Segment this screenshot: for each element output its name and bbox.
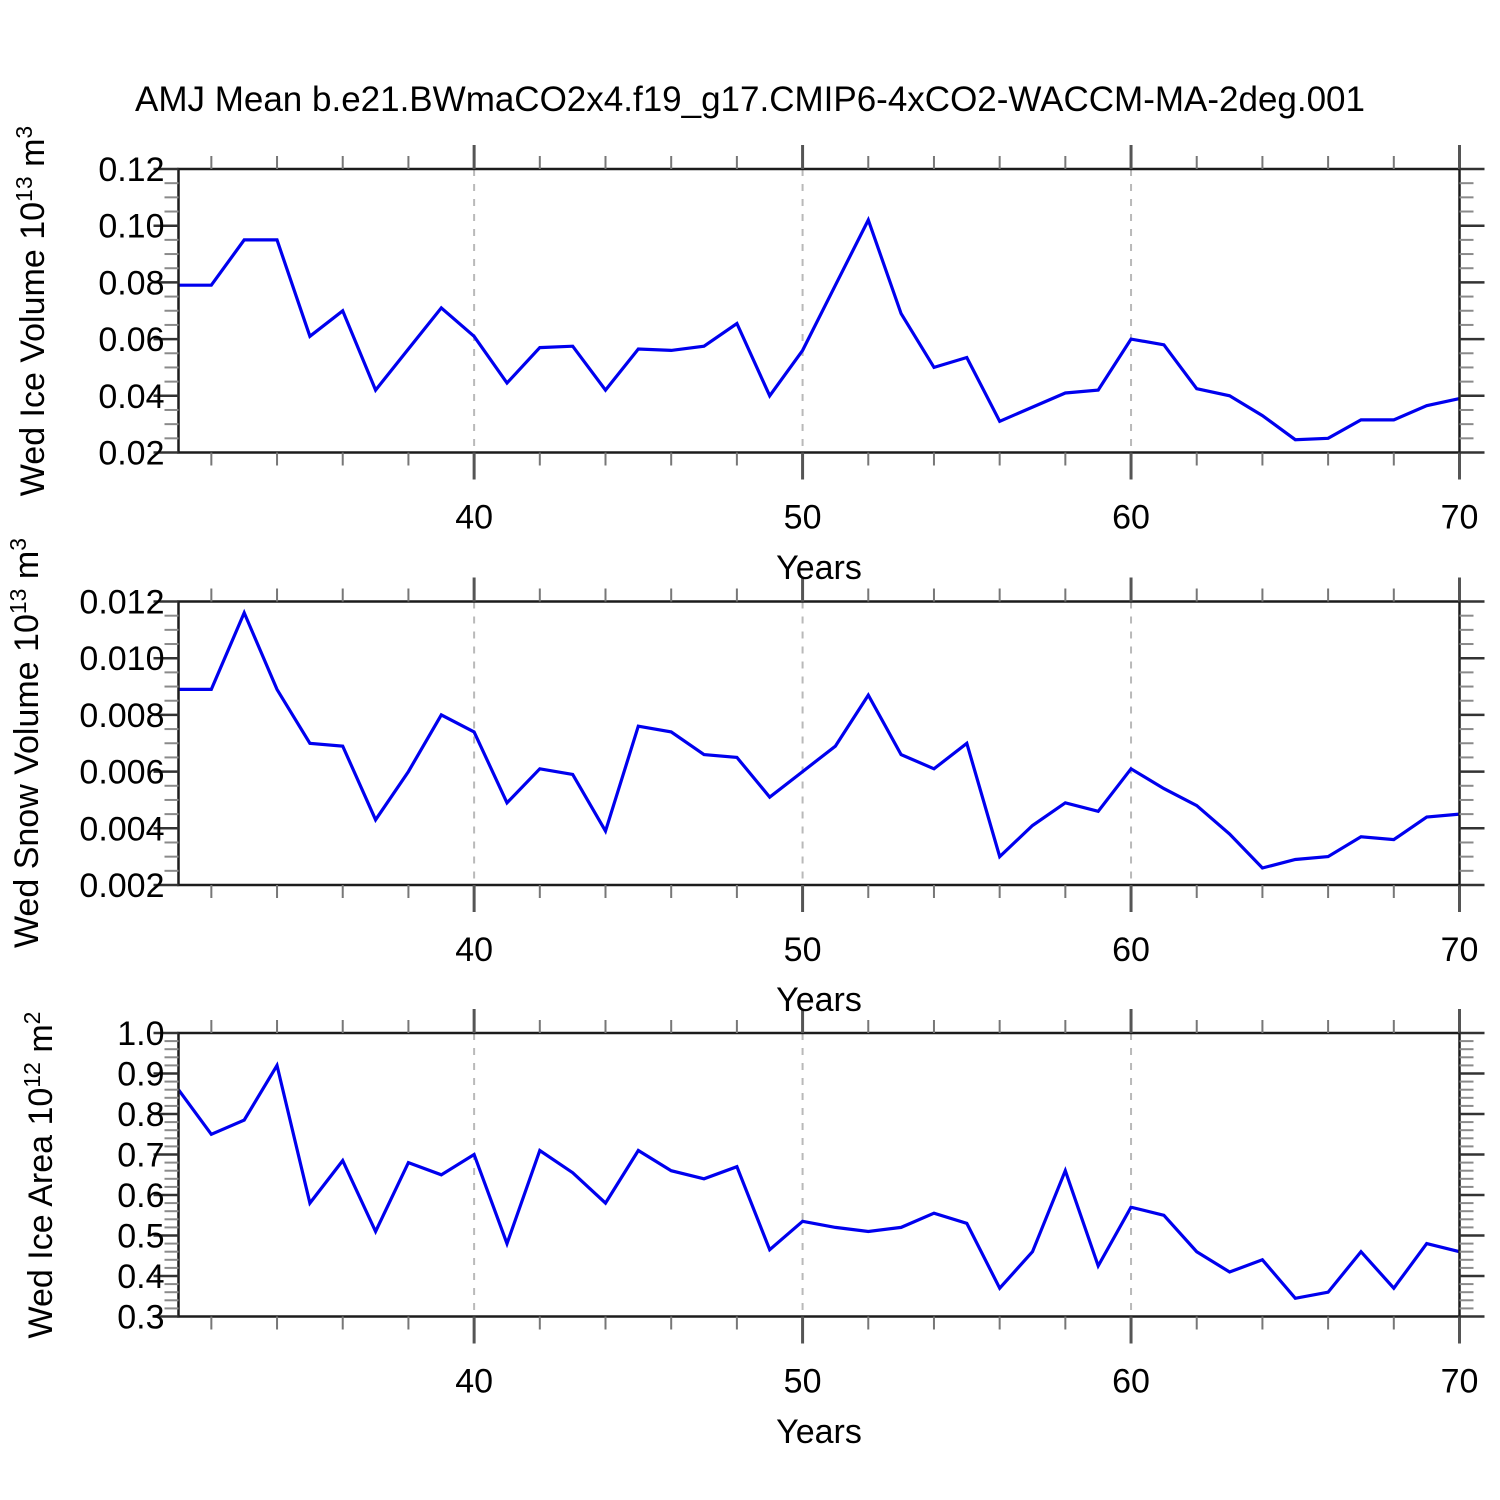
- x-tick-label: 50: [784, 499, 822, 537]
- y-tick-label: 0.04: [98, 378, 164, 416]
- x-axis-label: Years: [776, 1413, 862, 1451]
- y-axis-label-snow-volume: Wed Snow Volume 1013 m3: [5, 538, 47, 948]
- y-axis-label-text: Wed Ice Area 10: [22, 1087, 61, 1339]
- y-tick-label: 0.02: [98, 435, 164, 473]
- y-axis-label-exponent: 13: [10, 176, 37, 202]
- y-axis-label-unit-exponent: 3: [4, 537, 31, 551]
- x-tick-label: 40: [455, 1363, 493, 1401]
- y-axis-label-text: Wed Ice Volume 10: [14, 201, 53, 497]
- y-tick-label: 0.006: [79, 754, 164, 792]
- y-tick-label: 0.010: [79, 640, 164, 678]
- y-tick-label: 0.008: [79, 697, 164, 735]
- y-axis-label-unit-exponent: 3: [10, 125, 37, 139]
- y-tick-label: 0.10: [98, 208, 164, 246]
- y-axis-label-ice-area: Wed Ice Area 1012 m2: [19, 1012, 61, 1339]
- x-tick-label: 50: [784, 931, 822, 969]
- plot-frame-wed-ice-volume: [177, 167, 1461, 454]
- y-tick-label: 0.8: [117, 1096, 164, 1134]
- plot-frame-wed-snow-volume: [177, 600, 1461, 887]
- x-axis-label: Years: [776, 981, 862, 1019]
- y-tick-label: 0.5: [117, 1218, 164, 1256]
- y-tick-label: 0.002: [79, 867, 164, 905]
- x-tick-label: 60: [1112, 1363, 1150, 1401]
- y-tick-label: 0.004: [79, 810, 164, 848]
- y-axis-label-ice-volume: Wed Ice Volume 1013 m3: [11, 126, 53, 496]
- x-tick-label: 70: [1441, 931, 1479, 969]
- series-line-wed-ice-area: [177, 1061, 1460, 1301]
- y-tick-label: 0.06: [98, 321, 164, 359]
- x-tick-label: 60: [1112, 499, 1150, 537]
- y-axis-label-unit-exponent: 2: [18, 1011, 45, 1025]
- y-tick-label: 0.4: [117, 1258, 164, 1296]
- x-tick-label: 60: [1112, 931, 1150, 969]
- series-line-wed-snow-volume: [178, 608, 1460, 870]
- y-tick-label: 0.012: [79, 584, 164, 622]
- y-axis-label-unit: m: [14, 138, 53, 177]
- x-axis-label: Years: [776, 549, 862, 587]
- y-tick-label: 0.12: [98, 151, 164, 189]
- plot-frame-wed-ice-area: [177, 1031, 1461, 1318]
- y-tick-label: 0.3: [117, 1299, 164, 1337]
- y-axis-label-unit: m: [22, 1024, 61, 1063]
- y-axis-label-exponent: 13: [4, 588, 31, 615]
- y-tick-label: 0.7: [117, 1137, 164, 1175]
- y-tick-label: 0.08: [98, 264, 164, 302]
- x-tick-label: 50: [784, 1363, 822, 1401]
- y-tick-label: 0.6: [117, 1177, 164, 1215]
- figure-title: AMJ Mean b.e21.BWmaCO2x4.f19_g17.CMIP6-4…: [135, 80, 1365, 119]
- y-tick-label: 0.9: [117, 1056, 164, 1094]
- x-tick-label: 40: [455, 931, 493, 969]
- y-axis-label-unit: m: [8, 550, 47, 589]
- x-tick-label: 70: [1441, 1363, 1479, 1401]
- series-line-wed-ice-volume: [178, 215, 1460, 442]
- x-tick-label: 40: [455, 499, 493, 537]
- y-axis-label-text: Wed Snow Volume 10: [8, 614, 47, 949]
- x-tick-label: 70: [1441, 499, 1479, 537]
- y-axis-label-exponent: 12: [18, 1062, 45, 1088]
- y-tick-label: 1.0: [117, 1015, 164, 1053]
